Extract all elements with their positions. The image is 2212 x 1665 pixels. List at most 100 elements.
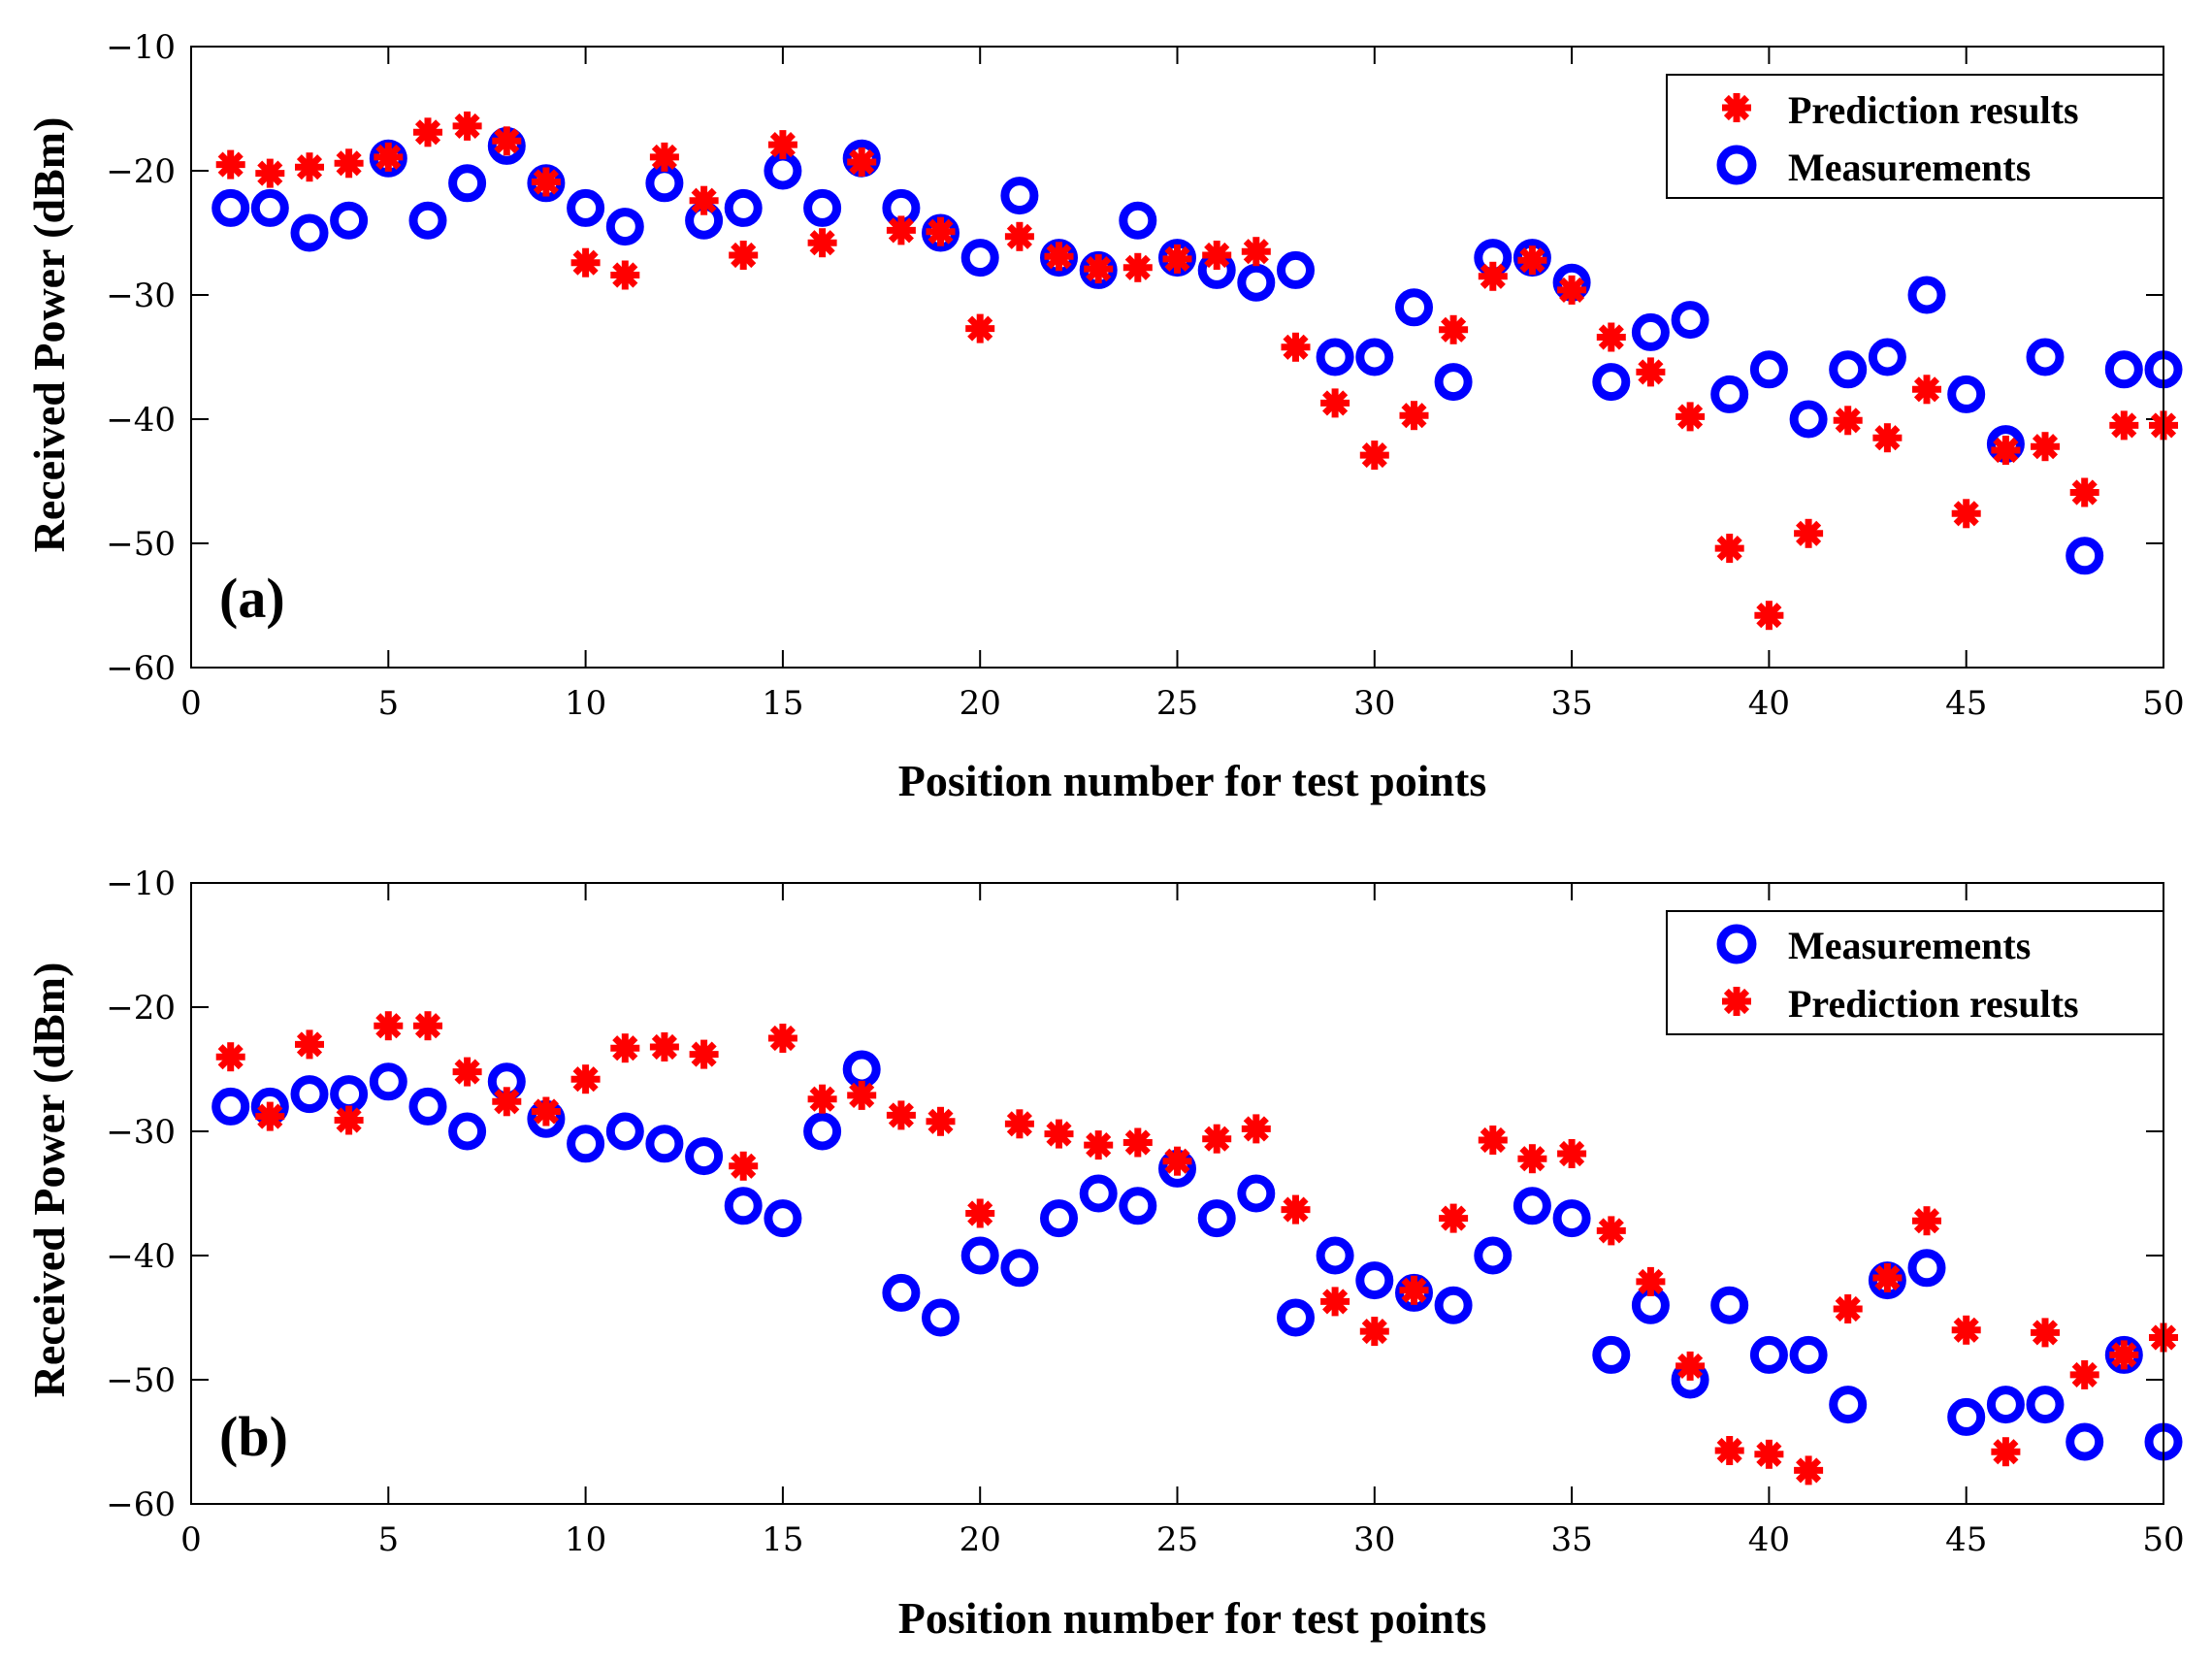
prediction-point <box>610 260 640 290</box>
y-tick-label: −30 <box>106 1113 176 1152</box>
y-tick-label: −10 <box>106 28 176 67</box>
prediction-point <box>886 1100 916 1130</box>
x-tick-label: 0 <box>180 684 202 723</box>
legend-asterisk <box>1722 93 1751 122</box>
measurement-point <box>1552 1199 1591 1238</box>
prediction-point <box>374 142 404 172</box>
measurement-point <box>1000 177 1039 215</box>
prediction-point <box>689 1039 719 1069</box>
prediction-point <box>1202 1124 1232 1154</box>
prediction-point <box>610 1033 640 1063</box>
prediction-point <box>1517 1144 1547 1174</box>
prediction-point <box>2069 477 2099 507</box>
measurement-point <box>724 188 763 227</box>
y-tick-label: −40 <box>106 401 176 440</box>
measurement-point <box>1355 338 1394 376</box>
measurement-point <box>803 1112 842 1151</box>
prediction-point <box>1912 1206 1941 1236</box>
legend-symbol-prediction <box>1722 93 1751 122</box>
measurement-point <box>1749 350 1788 389</box>
prediction-point <box>1951 1315 1981 1345</box>
prediction-point <box>1872 423 1903 453</box>
prediction-point <box>2109 410 2139 441</box>
prediction-point <box>1439 1203 1469 1233</box>
measurement-point <box>1119 1187 1157 1225</box>
y-tick-label: −20 <box>106 152 176 191</box>
legend-asterisk <box>1722 987 1751 1016</box>
measurement-point <box>1434 1286 1473 1324</box>
prediction-point <box>807 1084 837 1114</box>
measurement-point <box>1592 1335 1631 1374</box>
x-tick-label: 40 <box>1748 1520 1790 1559</box>
measurement-point <box>605 208 644 246</box>
legend-label-measurements: Measurements <box>1788 924 2031 967</box>
measurement-point <box>960 1236 999 1275</box>
prediction-point <box>1636 1266 1666 1296</box>
measurement-point <box>448 164 487 203</box>
legend-label-prediction: Prediction results <box>1788 982 2079 1026</box>
measurement-point <box>1040 1199 1078 1238</box>
prediction-point <box>295 1029 324 1060</box>
prediction-point <box>1754 1439 1784 1469</box>
prediction-point <box>1714 1436 1744 1465</box>
measurement-point <box>1710 1286 1749 1324</box>
prediction-point <box>689 185 719 215</box>
legend: Prediction results Measurements <box>1666 74 2164 199</box>
measurement-point <box>1000 1249 1039 1288</box>
measurement-point <box>1671 301 1709 340</box>
measurement-point <box>922 1298 960 1337</box>
prediction-point <box>452 1057 482 1087</box>
y-tick-label: −20 <box>106 989 176 1028</box>
prediction-point <box>1833 1294 1863 1323</box>
prediction-point <box>413 117 442 147</box>
prediction-point <box>1557 275 1587 305</box>
prediction-point <box>570 1064 601 1094</box>
prediction-point <box>1872 1263 1903 1292</box>
legend-symbol-measurements <box>1716 924 1757 964</box>
prediction-point <box>926 1106 956 1136</box>
prediction-point <box>1084 1130 1114 1160</box>
prediction-point <box>1833 406 1863 436</box>
prediction-point <box>2109 1340 2139 1370</box>
x-tick-label: 45 <box>1945 1520 1987 1559</box>
measurement-point <box>2026 338 2065 376</box>
prediction-point <box>1084 254 1114 284</box>
x-tick-label: 25 <box>1156 1520 1198 1559</box>
prediction-point <box>886 215 916 245</box>
x-tick-label: 0 <box>180 1520 202 1559</box>
measurement-point <box>408 201 447 240</box>
measurement-point <box>1789 1335 1828 1374</box>
prediction-point <box>649 1032 679 1061</box>
measurement-point <box>567 188 605 227</box>
axis-ticks: 0 5 10 15 20 25 30 35 40 45 50 −60 −50 −40 −30 −20 −10 <box>106 28 2184 723</box>
measurement-point <box>211 188 250 227</box>
x-tick-label: 30 <box>1353 1520 1395 1559</box>
x-tick-label: 20 <box>960 1520 1001 1559</box>
measurement-point <box>960 239 999 278</box>
measurement-point <box>2066 1422 2104 1461</box>
prediction-point <box>1794 1455 1824 1485</box>
measurement-point <box>1434 363 1473 402</box>
measurement-point <box>605 1112 644 1151</box>
measurement-point <box>1316 338 1354 376</box>
prediction-markers <box>215 1011 2178 1485</box>
prediction-point <box>452 111 482 141</box>
x-tick-label: 35 <box>1550 1520 1592 1559</box>
measurement-point <box>290 213 329 252</box>
prediction-point <box>1320 388 1350 418</box>
prediction-point <box>729 241 759 270</box>
prediction-point <box>2069 1359 2099 1389</box>
y-tick-label: −60 <box>106 649 176 688</box>
measurement-point <box>1237 1174 1276 1213</box>
prediction-point <box>1596 322 1626 352</box>
prediction-point <box>531 167 561 197</box>
measurement-point <box>1277 250 1315 289</box>
measurement-point <box>1947 1397 1986 1436</box>
x-tick-label: 20 <box>960 684 1001 723</box>
prediction-point <box>570 247 601 278</box>
measurement-point <box>290 1075 329 1114</box>
prediction-point <box>847 1080 877 1110</box>
prediction-point <box>374 1011 404 1041</box>
y-tick-label: −10 <box>106 865 176 903</box>
